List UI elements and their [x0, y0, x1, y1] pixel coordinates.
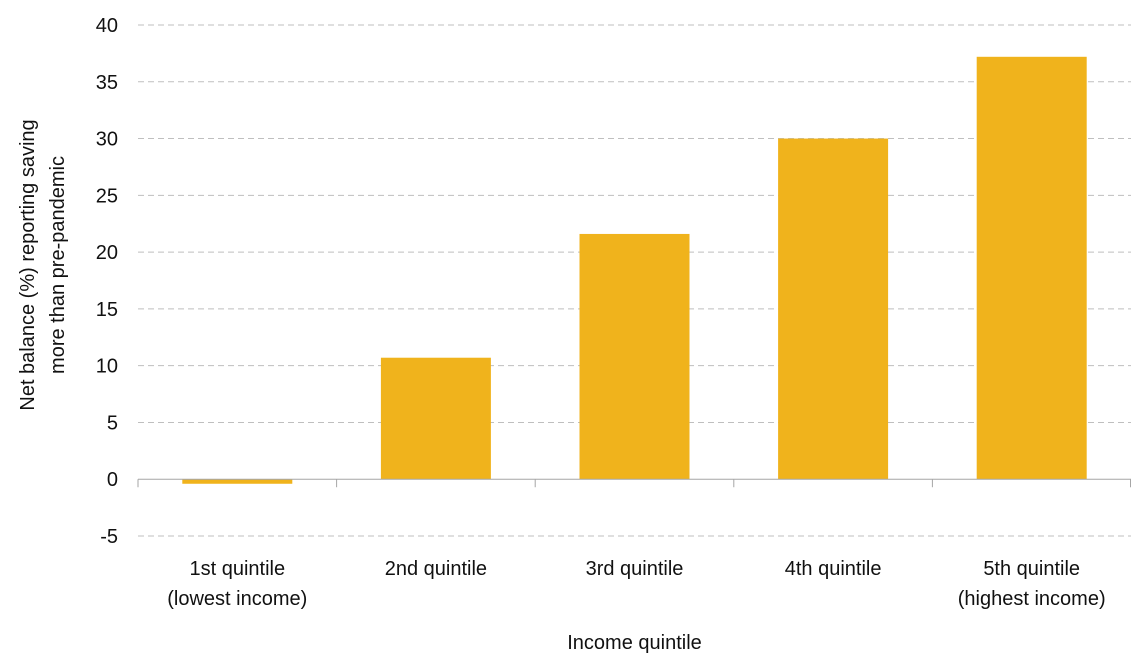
bar — [976, 56, 1087, 480]
x-tick-label: 1st quintile — [189, 558, 285, 580]
bar — [380, 357, 491, 480]
y-tick-label: 25 — [96, 185, 118, 207]
x-tick-label: 2nd quintile — [385, 558, 487, 580]
y-tick-label: 0 — [107, 469, 118, 491]
y-tick-label: 40 — [96, 15, 118, 37]
x-tick-label: 5th quintile — [983, 558, 1080, 580]
bar — [182, 479, 293, 484]
y-axis-title-line: Net balance (%) reporting saving — [17, 119, 39, 410]
x-tick-label: 4th quintile — [785, 558, 882, 580]
y-tick-label: 30 — [96, 129, 118, 151]
bar — [579, 233, 690, 480]
x-tick-label: 3rd quintile — [586, 558, 684, 580]
bar — [778, 138, 889, 480]
bars — [182, 56, 1087, 484]
y-tick-labels: -5 0 5 10 15 20 25 30 35 40 — [96, 15, 118, 548]
y-tick-label: -5 — [100, 526, 118, 548]
y-tick-label: 10 — [96, 356, 118, 378]
x-tick-label: (lowest income) — [167, 588, 307, 610]
y-tick-label: 5 — [107, 412, 118, 434]
y-axis-title-line: more than pre-pandemic — [47, 156, 69, 374]
x-tick-labels: 1st quintile (lowest income) 2nd quintile 3… — [167, 558, 1105, 610]
x-axis-title: Income quintile — [567, 632, 702, 654]
y-tick-label: 35 — [96, 72, 118, 94]
gridlines — [138, 24, 1131, 537]
y-tick-label: 15 — [96, 299, 118, 321]
y-axis-title: Net balance (%) reporting saving more tha… — [17, 119, 69, 410]
y-tick-label: 20 — [96, 242, 118, 264]
x-tick-label: (highest income) — [958, 588, 1106, 610]
